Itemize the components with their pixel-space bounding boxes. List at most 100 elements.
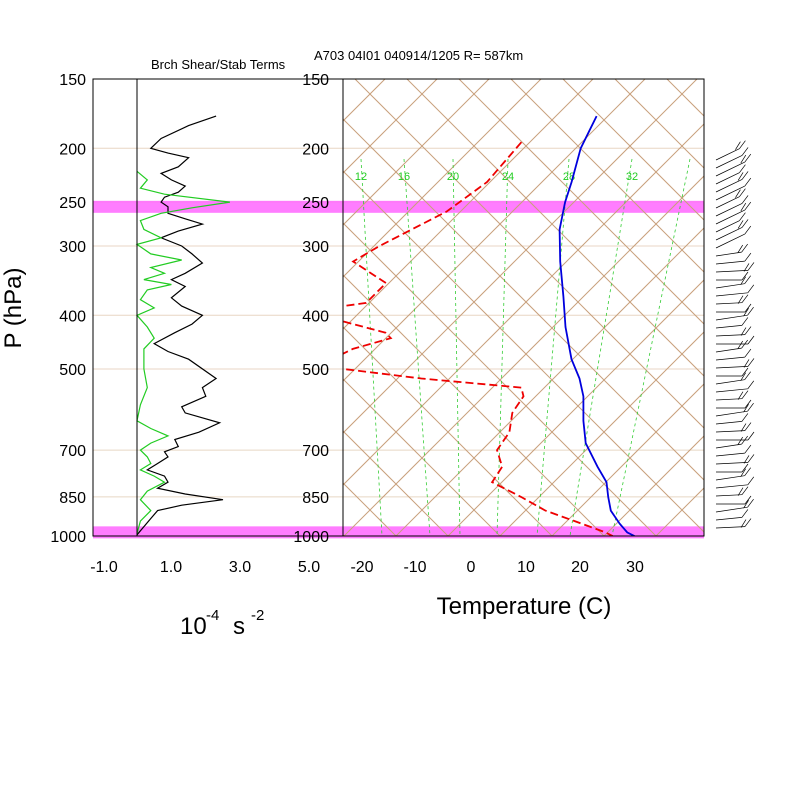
pressure-tick-left: 1000 xyxy=(50,529,86,546)
isotherm-line xyxy=(343,79,698,434)
dry-adiabat-line xyxy=(458,79,704,325)
skewt-background-lines xyxy=(0,0,704,536)
shear-x-axis-label: 10 -4 s -2 xyxy=(180,607,264,640)
pressure-tick-left: 250 xyxy=(59,195,86,212)
isotherm-line xyxy=(343,79,542,278)
dry-adiabat-line xyxy=(0,0,188,536)
dry-adiabat-line xyxy=(343,222,657,536)
wind-barb xyxy=(715,402,754,417)
temperature-x-tick: 0 xyxy=(467,559,476,576)
shear-x-tick: 3.0 xyxy=(229,559,251,576)
isotherm-line xyxy=(343,79,438,174)
isotherm-line xyxy=(343,175,704,536)
mixing-ratio-label: 24 xyxy=(502,171,514,183)
pressure-tick-mid: 150 xyxy=(302,72,329,89)
pressure-tick-mid: 850 xyxy=(302,490,329,507)
isotherm-line xyxy=(0,0,260,536)
skewt-panel-title: A703 04I01 040914/1205 R= 587km xyxy=(314,48,523,63)
isotherm-line xyxy=(499,331,704,536)
wind-barb xyxy=(715,195,749,217)
wind-barb xyxy=(716,271,749,281)
isotherm-line xyxy=(343,79,646,382)
shear-unit-exp2: -2 xyxy=(251,607,264,624)
wind-barb xyxy=(715,153,752,177)
shear-x-tick: 5.0 xyxy=(298,559,320,576)
wind-barb xyxy=(716,303,752,313)
pressure-tick-left: 850 xyxy=(59,490,86,507)
temperature-x-tick: -20 xyxy=(350,559,373,576)
shear-x-ticks: -1.0 1.0 3.0 5.0 xyxy=(90,559,320,576)
wind-barb xyxy=(715,326,752,337)
isotherm-line xyxy=(655,487,704,536)
shear-unit-exp1: -4 xyxy=(206,607,219,624)
wind-barb xyxy=(716,399,752,409)
wind-barb xyxy=(715,188,746,209)
wind-barb xyxy=(715,275,751,289)
pressure-tick-mid: 200 xyxy=(302,141,329,158)
wind-barb xyxy=(716,367,749,377)
wind-barb xyxy=(716,335,755,345)
wind-barb xyxy=(715,454,755,465)
pressure-tick-mid: 700 xyxy=(302,443,329,460)
mixing-ratio-labels: 12 16 20 24 28 32 xyxy=(355,171,638,183)
dry-adiabat-line xyxy=(343,170,704,533)
wind-barb xyxy=(715,339,748,353)
shear-series-line xyxy=(136,115,224,536)
dry-adiabat-line xyxy=(343,326,553,536)
wind-barb xyxy=(716,431,755,441)
wind-barb xyxy=(716,463,749,473)
wind-barb xyxy=(715,284,755,297)
wind-barb xyxy=(715,380,755,393)
pressure-tick-labels: 150 150 200 200 250 250 300 300 400 400 500 500 700 7… xyxy=(50,72,329,546)
isotherm-line xyxy=(343,79,490,226)
pressure-tick-left: 200 xyxy=(59,141,86,158)
wind-barb xyxy=(715,306,754,321)
isotherm-line xyxy=(343,79,594,330)
dry-adiabat-line xyxy=(406,79,704,377)
isotherm-line xyxy=(343,123,704,486)
pressure-tick-mid: 500 xyxy=(302,362,329,379)
highlight-band xyxy=(93,200,704,213)
data-series xyxy=(135,115,635,536)
wind-barb xyxy=(715,252,752,265)
dry-adiabat-line xyxy=(666,79,704,117)
pressure-tick-left: 150 xyxy=(59,72,86,89)
isotherm-line xyxy=(395,227,704,536)
isotherm-line xyxy=(603,435,704,536)
wind-barb xyxy=(715,422,752,433)
wind-barb xyxy=(715,243,748,257)
dry-adiabat-line xyxy=(510,79,704,273)
temperature-x-tick: 20 xyxy=(571,559,589,576)
wind-barb xyxy=(715,171,749,193)
mixing-ratio-line xyxy=(569,158,633,536)
mixing-ratio-line xyxy=(403,158,431,536)
dry-adiabat-line xyxy=(343,118,704,481)
wind-barb xyxy=(715,476,755,489)
wind-barb xyxy=(715,225,752,249)
highlight-bands xyxy=(93,200,704,539)
temperature-line xyxy=(558,115,635,536)
dry-adiabat-line xyxy=(343,378,501,536)
wind-barb xyxy=(715,358,755,369)
stability-series-line xyxy=(135,170,230,534)
y-axis-label: P (hPa) xyxy=(0,268,27,349)
wind-barb xyxy=(715,212,746,233)
temperature-x-ticks: -20 -10 0 10 20 30 xyxy=(350,559,644,576)
temperature-x-tick: 10 xyxy=(517,559,535,576)
temperature-x-tick: -10 xyxy=(403,559,426,576)
pressure-tick-mid: 300 xyxy=(302,239,329,256)
skewt-panel-frame xyxy=(342,78,705,537)
wind-barb xyxy=(715,486,749,497)
wind-barb xyxy=(715,219,749,241)
wind-barb xyxy=(715,294,749,305)
mixing-ratio-line xyxy=(452,158,461,536)
wind-barb xyxy=(715,147,749,169)
pressure-tick-mid: 400 xyxy=(302,308,329,325)
dry-adiabat-line xyxy=(343,274,605,536)
mixing-ratio-label: 32 xyxy=(626,171,638,183)
wind-barb xyxy=(715,317,749,329)
shear-x-tick: 1.0 xyxy=(160,559,182,576)
isotherm-line xyxy=(447,279,704,536)
wind-barb xyxy=(715,467,751,481)
